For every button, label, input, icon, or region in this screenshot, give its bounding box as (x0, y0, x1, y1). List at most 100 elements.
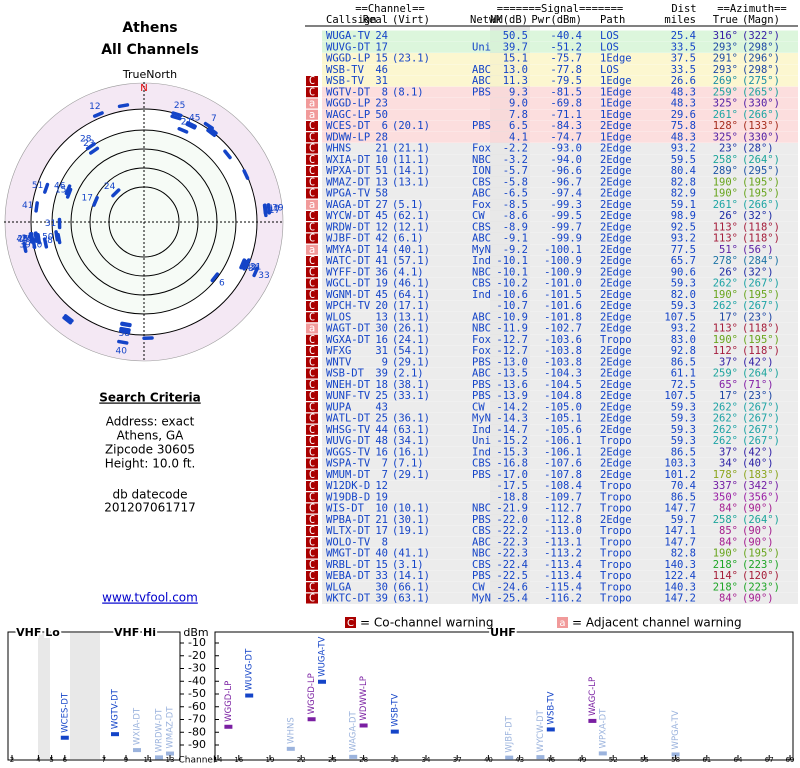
cell: (57.1) (392, 255, 430, 267)
cell: -75.7 (550, 53, 582, 65)
cell: 23 (375, 98, 388, 110)
cell: (46.1) (392, 278, 430, 290)
cell: (90°) (742, 503, 774, 515)
cell: -18.8 (496, 491, 528, 503)
cell: WMYA-DT (326, 244, 371, 256)
y-axis-label: dBm (183, 626, 208, 639)
warning-box (306, 166, 318, 176)
row-background (322, 154, 798, 166)
cell: 31 (375, 75, 388, 87)
station-mark (243, 258, 251, 270)
warning-box (306, 458, 318, 469)
cell: -10.1 (496, 266, 528, 278)
cell: Ind (472, 289, 491, 301)
station-channel: 19 (22, 234, 34, 244)
warning-box (306, 256, 318, 266)
cell: 2Edge (600, 188, 632, 200)
cell: (3.1) (392, 559, 424, 571)
cell: (40.1) (392, 244, 430, 256)
cell: (90°) (742, 525, 774, 537)
signal-bar (318, 679, 326, 684)
station-channel: 45 (189, 113, 200, 123)
signal-bar (166, 751, 174, 756)
y-tick-label: -40 (188, 674, 206, 687)
warning-box (306, 514, 318, 525)
station-mark (64, 184, 72, 196)
cell: 36 (375, 266, 388, 278)
cell: (28°) (742, 143, 774, 155)
site-link[interactable]: www.tvfool.com (102, 591, 198, 605)
x-tick-label: 61 (702, 756, 711, 764)
cell: 82.8 (671, 548, 696, 560)
cell: WMGT-DT (326, 548, 371, 560)
cell: 33.5 (671, 64, 696, 76)
criteria-line: Address: exact (106, 415, 195, 429)
station-channel: 31 (45, 219, 56, 229)
cell: (13.1) (392, 311, 430, 323)
cell: (13.1) (392, 176, 430, 188)
signal-label: WCES-DT (60, 692, 70, 733)
cell: 15.1 (503, 53, 528, 65)
cell: 6.5 (509, 120, 528, 132)
cell: (90°) (742, 536, 774, 548)
warning-box (306, 391, 318, 401)
cell: 59.7 (671, 514, 696, 526)
cell: (267°) (742, 278, 780, 290)
x-tick-label: 19 (266, 756, 275, 764)
station-channel: 40 (116, 347, 128, 357)
cell: 85° (719, 525, 738, 537)
y-tick-label: -20 (188, 649, 206, 662)
cell: 4.1 (509, 131, 528, 143)
row-background (322, 165, 798, 177)
cell: WYCW-DT (326, 210, 371, 222)
cell: -14.7 (496, 424, 528, 436)
cell: (40°) (742, 458, 774, 470)
warning-flag: C (309, 581, 315, 593)
row-background (322, 559, 798, 571)
cell: 2Edge (600, 469, 632, 481)
column-header: True (713, 14, 738, 26)
cell: -10.7 (496, 300, 528, 312)
cell: 59.3 (671, 413, 696, 425)
cell: 84° (719, 536, 738, 548)
cell: NBC (472, 266, 491, 278)
warning-flag: C (309, 131, 315, 143)
row-background (322, 491, 798, 503)
cell: PBS (472, 86, 491, 98)
cell: WNEH-DT (326, 379, 371, 391)
cell: (63.1) (392, 424, 430, 436)
warning-flag: C (309, 356, 315, 368)
station-channel: 28 (80, 134, 92, 144)
station-mark (242, 169, 250, 180)
cell: (264°) (742, 514, 780, 526)
cell: 291° (713, 53, 738, 65)
warning-flag: C (309, 120, 315, 132)
column-header: (Magn) (742, 14, 780, 26)
station-mark (22, 241, 28, 253)
row-background (322, 345, 798, 357)
cell: -10.6 (496, 289, 528, 301)
cell: ABC (472, 233, 491, 245)
warning-flag: C (309, 413, 315, 425)
cell: PBS (472, 514, 491, 526)
cell: (29.1) (392, 356, 430, 368)
warning-flag: C (309, 503, 315, 515)
station-mark (111, 188, 121, 198)
cell: (195°) (742, 548, 780, 560)
cell: Tropo (600, 581, 632, 593)
cell: WATC-DT (326, 255, 371, 267)
cell: (34.1) (392, 435, 430, 447)
cell: (23°) (742, 311, 774, 323)
cell: 50.5 (503, 30, 528, 42)
cell: WSB-TV (326, 64, 365, 76)
cell: (23.1) (392, 53, 430, 65)
row-background (322, 368, 798, 379)
warning-box (306, 469, 318, 480)
warning-flag: C (309, 300, 315, 312)
station-mark (89, 146, 100, 155)
cell: (195°) (742, 188, 780, 200)
row-background (322, 424, 798, 436)
row-background (322, 233, 798, 244)
station-mark (177, 127, 189, 134)
cell: Fox (472, 345, 491, 357)
